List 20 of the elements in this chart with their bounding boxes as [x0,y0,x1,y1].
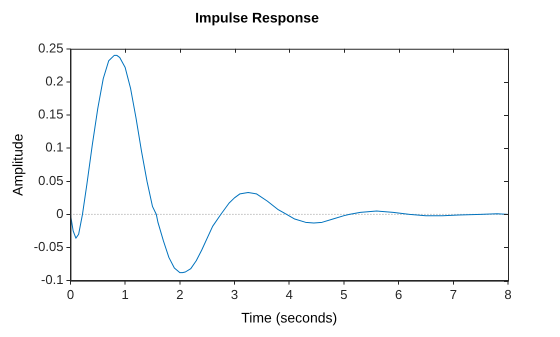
x-tick-label: 3 [230,286,238,302]
x-tick-label: 0 [66,286,74,302]
x-axis-title: Time (seconds) [241,309,338,326]
x-tick-label: 8 [504,286,512,302]
y-tick-label: -0.1 [41,272,64,288]
y-tick-label: 0.15 [38,106,64,122]
y-tick-label: 0.05 [38,172,64,188]
x-tick-label: 1 [122,286,129,302]
x-tick-label: 6 [394,286,402,302]
y-axis-title: Amplitude [9,133,26,196]
y-tick-label: 0.25 [38,40,64,56]
x-tick-label: 7 [450,286,457,302]
x-tick-label: 4 [286,286,293,302]
y-tick-label: 0.1 [45,140,64,155]
y-tick-label: 0 [56,206,64,221]
x-tick-label: 2 [176,286,184,302]
y-tick-label: 0.2 [45,73,64,88]
y-tick-label: -0.05 [34,239,64,254]
x-tick-label: 5 [340,286,348,302]
chart-title: Impulse Response [195,9,320,26]
